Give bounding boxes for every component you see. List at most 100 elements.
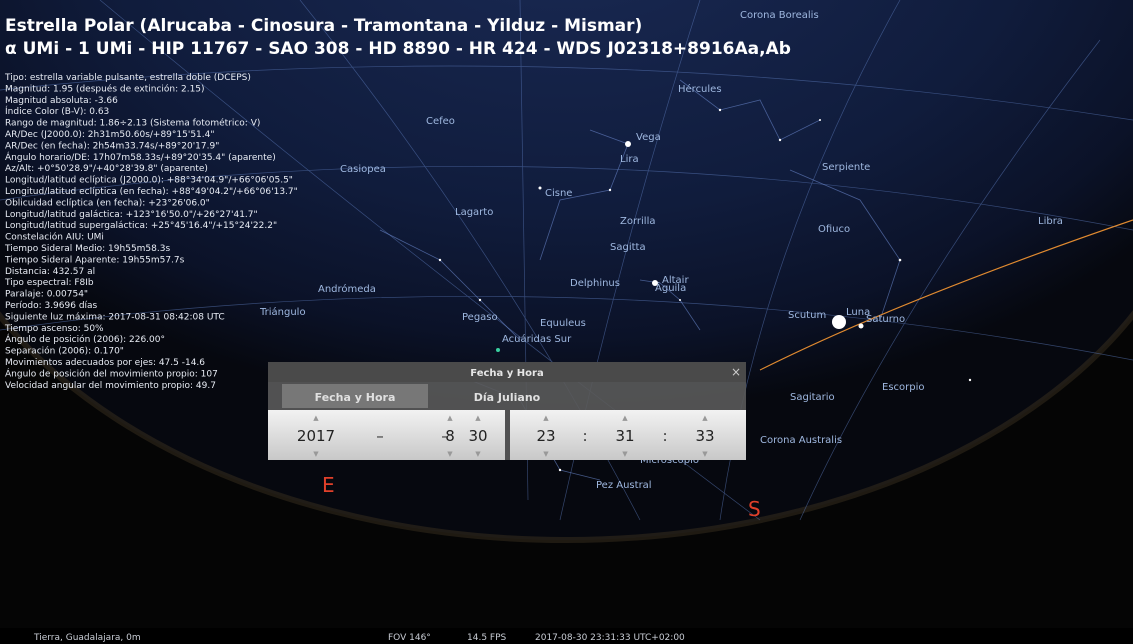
date-field[interactable]: 2017 [297,427,335,445]
tab[interactable]: Día Juliano [474,391,541,404]
compass-point: S [748,497,761,521]
spin-down[interactable]: ▼ [622,450,628,458]
compass-point: E [322,473,335,497]
status-fps: 14.5 FPS [467,633,507,643]
date-field[interactable]: 8 [445,427,455,445]
sky-label: Pegaso [462,312,498,323]
spin-up[interactable]: ▲ [313,414,319,422]
sky-label: Equuleus [540,318,586,329]
time-field[interactable]: 23 [536,427,555,445]
sky-label: Lagarto [455,207,493,218]
info-line: Separación (2006): 0.170" [5,346,124,357]
info-line: Período: 3.9696 días [5,301,98,311]
info-line: Tiempo ascenso: 50% [4,324,104,334]
horizon [0,309,1133,543]
info-line: AR/Dec (en fecha): 2h54m33.74s/+89°20'17… [5,141,219,151]
grid [0,0,1133,521]
info-line: Movimientos adecuados por ejes: 47.5 -14… [5,358,205,368]
sky-label: Hércules [678,83,722,95]
spin-up[interactable]: ▲ [447,414,453,422]
spin-down[interactable]: ▼ [475,450,481,458]
sky-label: Vega [636,132,661,143]
info-line: Ángulo de posición del movimiento propio… [5,367,218,379]
spin-up[interactable]: ▲ [702,414,708,422]
sky-label: Sagitta [610,242,646,253]
info-line: Siguiente luz máxima: 2017-08-31 08:42:0… [5,312,225,322]
time-field[interactable]: 31 [615,427,634,445]
sky-label: Cefeo [426,116,455,127]
date-separator: – [376,427,384,445]
time-fields [510,410,746,460]
info-line: Longitud/latitud eclíptica (en fecha): +… [5,187,298,197]
info-line: Magnitud: 1.95 (después de extinción: 2.… [5,83,205,94]
object-title: Estrella Polar (Alrucaba - Cinosura - Tr… [5,16,642,36]
sky-label: Altair [662,275,689,286]
sky-label: Ofiuco [818,224,850,235]
info-line: Tipo espectral: F8Ib [4,278,94,288]
sky-label: Casiopea [340,164,386,175]
sky-label: Sagitario [790,392,835,403]
info-line: Constelación AIU: UMi [5,232,104,243]
info-line: Distancia: 432.57 al [5,267,95,277]
info-line: Ángulo de posición (2006): 226.00° [5,333,165,345]
tab-active[interactable] [282,384,428,408]
sky-label: Águila [655,281,686,294]
spin-down[interactable]: ▼ [313,450,319,458]
sky-label: Pez Austral [596,480,652,491]
info-line: Longitud/latitud eclíptica (J2000.0): +8… [5,176,293,186]
info-line: Longitud/latitud supergaláctica: +25°45'… [5,221,277,231]
info-line: Oblicuidad eclíptica (en fecha): +23°26'… [5,198,210,208]
sky-label: Microscopio [640,455,699,466]
spin-up[interactable]: ▲ [622,414,628,422]
sky-label: Delphinus [570,278,620,289]
object-designations: α UMi - 1 UMi - HIP 11767 - SAO 308 - HD… [5,39,791,59]
sky-label: Luna [846,307,870,318]
dialog-titlebar [268,362,746,382]
date-separator: – [441,427,449,445]
tab[interactable]: Fecha y Hora [315,391,396,404]
info-line: Índice Color (B-V): 0.63 [5,105,109,117]
close-button[interactable]: × [731,365,741,379]
date-field[interactable]: 30 [468,427,487,445]
status-location: Tierra, Guadalajara, 0m [33,633,141,643]
info-line: AR/Dec (J2000.0): 2h31m50.60s/+89°15'51.… [5,130,215,140]
info-line: Longitud/latitud galáctica: +123°16'50.0… [5,210,258,220]
sky-label: Saturno [866,314,905,325]
status-datetime: 2017-08-30 23:31:33 UTC+02:00 [535,633,685,643]
dialog-title: Fecha y Hora [470,368,543,379]
sky-label: Cisne [545,188,572,199]
time-field[interactable]: 33 [695,427,714,445]
spin-down[interactable]: ▼ [543,450,549,458]
info-line: Tipo: estrella variable pulsante, estrel… [4,73,251,83]
time-separator: : [662,427,667,445]
info-line: Ángulo horario/DE: 17h07m58.33s/+89°20'3… [5,151,276,163]
sky-label: Lira [620,154,639,165]
sky-label: Serpiente [822,162,870,173]
info-line: Tiempo Sideral Medio: 19h55m58.3s [4,244,170,254]
info-line: Az/Alt: +0°50'28.9"/+40°28'39.8" (aparen… [5,164,208,174]
time-separator: : [582,427,587,445]
date-fields [268,410,505,460]
status-fov: FOV 146° [388,633,431,643]
info-line: Rango de magnitud: 1.86÷2.13 (Sistema fo… [5,118,260,129]
info-line: Paralaje: 0.00754" [5,290,88,300]
spin-down[interactable]: ▼ [702,450,708,458]
sky-label: Zorrilla [620,216,655,227]
stars [438,108,972,472]
sky-label: Triángulo [259,306,306,318]
spin-up[interactable]: ▲ [475,414,481,422]
spin-up[interactable]: ▲ [543,414,549,422]
sky-label: Libra [1038,216,1063,227]
ecliptic [759,219,1133,371]
info-line: Velocidad angular del movimiento propio:… [5,381,216,391]
sky-label: Corona Australis [760,435,842,446]
status-bar [0,628,1133,644]
sky-label: Escorpio [882,382,925,393]
sky-label: Acuáridas Sur [502,333,572,345]
spin-down[interactable]: ▼ [447,450,453,458]
date-time-dialog: Fecha y Hora × Fecha y Hora Día Juliano 20… [268,362,746,460]
info-line: Tiempo Sideral Aparente: 19h55m57.7s [4,255,185,265]
sky-label: Scutum [788,310,826,321]
